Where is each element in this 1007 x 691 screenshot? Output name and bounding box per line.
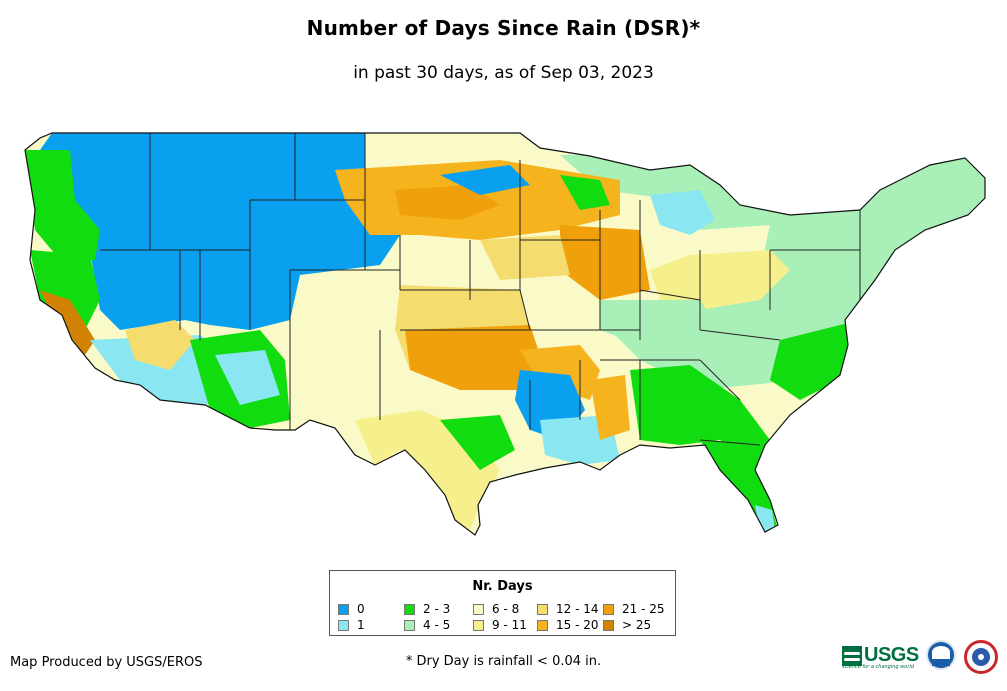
region-4-5-ohio-valley: [600, 300, 720, 345]
region-1-michigan: [650, 190, 715, 235]
legend: Nr. Days 0 1 2 - 3 4 - 5 6 - 8 9 - 11 12…: [329, 570, 676, 636]
legend-item-2: 2 - 3: [404, 602, 450, 616]
legend-item-9: > 25: [603, 618, 651, 632]
usgs-wave-icon: [842, 645, 862, 666]
usgs-wordmark: USGS: [864, 644, 919, 666]
legend-swatch-7: [537, 619, 548, 631]
legend-label-7: 15 - 20: [556, 618, 599, 632]
usgs-logo: USGS: [842, 644, 919, 667]
region-12-14-iowa: [480, 235, 570, 280]
region-0-west: [40, 133, 400, 330]
legend-swatch-0: [338, 603, 349, 615]
legend-label-1: 1: [357, 618, 365, 632]
region-2-3-pacific-nw: [25, 150, 100, 260]
region-9-11-ohio: [650, 250, 790, 310]
legend-item-0: 0: [338, 602, 365, 616]
legend-swatch-9: [603, 619, 614, 631]
legend-item-7: 15 - 20: [537, 618, 599, 632]
region-12-14-nevada: [125, 320, 195, 370]
legend-item-4: 6 - 8: [473, 602, 519, 616]
legend-label-0: 0: [357, 602, 365, 616]
legend-label-5: 9 - 11: [492, 618, 527, 632]
map-credit: Map Produced by USGS/EROS: [10, 655, 203, 670]
noaa-icon: [926, 640, 956, 670]
legend-swatch-8: [603, 603, 614, 615]
usgs-tagline: science for a changing world: [842, 664, 914, 670]
region-1-arizona: [215, 350, 280, 405]
legend-title: Nr. Days: [472, 579, 533, 594]
legend-item-6: 12 - 14: [537, 602, 599, 616]
region-gt25-central-ca: [40, 290, 95, 355]
region-2-3-east-texas: [440, 415, 515, 470]
map-title: Number of Days Since Rain (DSR)*: [306, 16, 701, 40]
legend-label-4: 6 - 8: [492, 602, 520, 616]
legend-swatch-5: [473, 619, 484, 631]
region-21-25-dakota: [395, 185, 500, 220]
legend-swatch-4: [473, 603, 484, 615]
state-borders: [100, 133, 861, 446]
us-outline: [24, 132, 986, 536]
legend-swatch-6: [537, 603, 548, 615]
region-2-3-wisconsin: [560, 175, 610, 210]
region-21-25-oklahoma: [405, 325, 545, 390]
legend-item-1: 1: [338, 618, 365, 632]
region-15-20-mississippi: [590, 375, 630, 440]
nws-icon: [964, 640, 998, 674]
legend-item-5: 9 - 11: [473, 618, 527, 632]
dry-day-footnote: * Dry Day is rainfall < 0.04 in.: [405, 654, 602, 669]
region-0-dakota: [440, 165, 530, 195]
legend-label-6: 12 - 14: [556, 602, 599, 616]
legend-label-2: 2 - 3: [423, 602, 451, 616]
legend-label-8: 21 - 25: [622, 602, 665, 616]
region-21-25-midwest: [560, 225, 650, 300]
legend-swatch-1: [338, 619, 349, 631]
agency-logos: USGS science for a changing world: [842, 640, 1002, 676]
map-subtitle: in past 30 days, as of Sep 03, 2023: [353, 63, 654, 83]
legend-swatch-3: [404, 619, 415, 631]
legend-label-9: > 25: [622, 618, 652, 632]
legend-label-3: 4 - 5: [423, 618, 451, 632]
region-2-3-north-ca: [30, 250, 100, 330]
legend-swatch-2: [404, 603, 415, 615]
legend-item-8: 21 - 25: [603, 602, 665, 616]
legend-item-3: 4 - 5: [404, 618, 450, 632]
